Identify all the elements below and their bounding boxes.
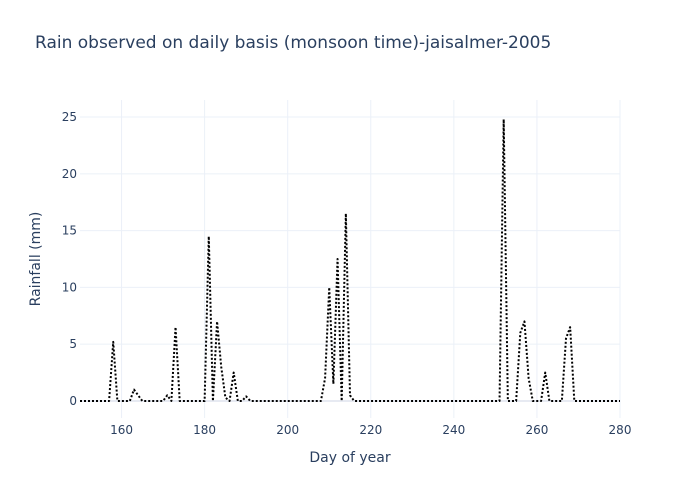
grid — [80, 100, 621, 418]
series-group — [80, 118, 620, 402]
y-axis-ticks: 0 5 10 15 20 25 — [62, 110, 77, 408]
x-tick-label: 180 — [193, 423, 216, 437]
x-tick-label: 200 — [276, 423, 299, 437]
y-tick-label: 20 — [62, 167, 77, 181]
x-tick-label: 220 — [359, 423, 382, 437]
x-axis-ticks: 160 180 200 220 240 260 280 — [110, 423, 631, 437]
x-axis-label: Day of year — [309, 450, 391, 466]
y-tick-label: 0 — [69, 394, 77, 408]
x-tick-label: 240 — [442, 423, 465, 437]
x-tick-label: 160 — [110, 423, 133, 437]
y-tick-label: 25 — [62, 110, 77, 124]
series-line — [80, 118, 620, 402]
chart-title: Rain observed on daily basis (monsoon ti… — [35, 33, 552, 53]
x-tick-label: 280 — [609, 423, 632, 437]
x-tick-label: 260 — [525, 423, 548, 437]
y-tick-label: 10 — [62, 280, 77, 294]
y-axis-label: Rainfall (mm) — [28, 212, 44, 307]
y-tick-label: 5 — [69, 337, 77, 351]
y-tick-label: 15 — [62, 224, 77, 238]
